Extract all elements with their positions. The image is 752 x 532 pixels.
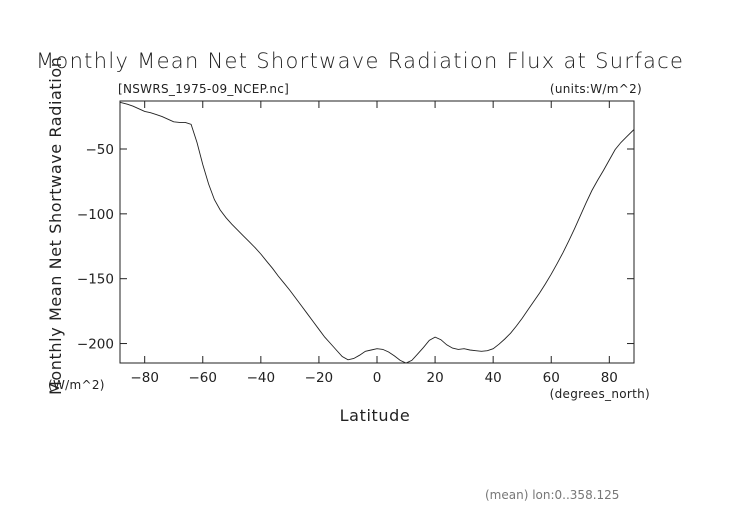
y-tick-label: −150 bbox=[77, 272, 114, 288]
units-label: (units:W/m^2) bbox=[550, 82, 642, 96]
y-tick-label: −50 bbox=[86, 142, 115, 158]
x-tick-label: 60 bbox=[543, 370, 560, 386]
file-label: [NSWRS_1975-09_NCEP.nc] bbox=[118, 82, 289, 96]
plot-area: −80 −60 −40 −20 0 20 40 60 80−50−100−150−200 bbox=[77, 100, 635, 386]
x-tick-label: −20 bbox=[305, 370, 334, 386]
chart-title: Monthly Mean Net Shortwave Radiation Flu… bbox=[36, 49, 684, 73]
x-tick-label: −80 bbox=[130, 370, 159, 386]
y-tick-label: −100 bbox=[77, 207, 114, 223]
y-axis-label: Monthly Mean Net Shortwave Radiation bbox=[46, 57, 65, 395]
x-tick-label: 0 bbox=[373, 370, 382, 386]
x-tick-label: 80 bbox=[601, 370, 618, 386]
x-tick-label: −60 bbox=[189, 370, 218, 386]
x-axis-label: Latitude bbox=[340, 406, 411, 425]
plot-frame bbox=[119, 100, 635, 364]
x-tick-label: −40 bbox=[247, 370, 276, 386]
y-axis-units: (W/m^2) bbox=[48, 378, 105, 392]
y-tick-label: −200 bbox=[77, 337, 114, 353]
x-tick-label: 20 bbox=[426, 370, 443, 386]
footer-label: (mean) lon:0..358.125 bbox=[485, 488, 619, 502]
series-line bbox=[119, 101, 635, 364]
x-axis-units: (degrees_north) bbox=[550, 387, 650, 401]
x-tick-label: 40 bbox=[485, 370, 502, 386]
